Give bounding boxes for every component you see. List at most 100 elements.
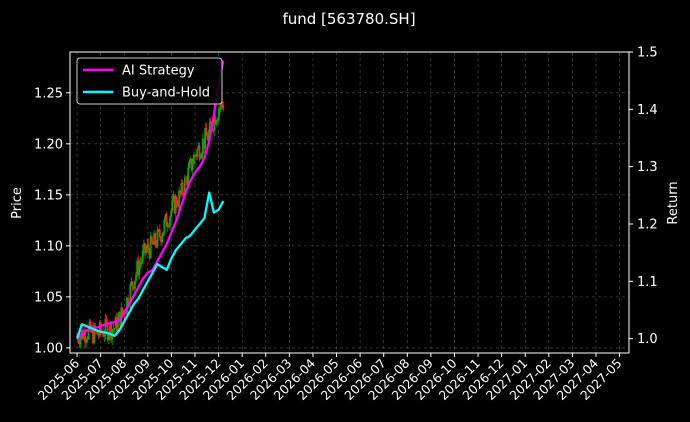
candle <box>216 116 219 122</box>
candle-body <box>200 153 203 158</box>
candle <box>208 118 211 133</box>
candle-body <box>190 158 193 170</box>
candle-body <box>170 210 173 217</box>
y-axis-label-right: Return <box>666 181 681 224</box>
candle-body <box>118 311 120 318</box>
candle <box>169 215 171 231</box>
candle <box>188 159 191 169</box>
legend-label: AI Strategy <box>122 64 195 79</box>
candle-body <box>212 130 215 132</box>
candle <box>199 153 202 160</box>
candle <box>215 119 218 127</box>
candle-body <box>206 136 209 141</box>
candle-body <box>221 101 224 106</box>
candle <box>153 230 156 245</box>
candle-body <box>106 323 109 340</box>
candle-body <box>154 233 157 245</box>
candle-body <box>112 328 115 330</box>
candle <box>138 258 141 280</box>
candle-body <box>188 162 191 169</box>
candle-body <box>173 195 176 214</box>
candle-body <box>150 236 153 243</box>
candle-body <box>187 168 190 186</box>
candle <box>206 132 209 141</box>
candle-body <box>158 229 161 238</box>
candle <box>104 313 107 341</box>
candle <box>110 321 112 343</box>
candle-body <box>181 183 184 194</box>
candle <box>143 239 145 256</box>
candle-body <box>162 231 165 236</box>
candle-body <box>163 219 166 232</box>
candle <box>147 238 150 255</box>
candle <box>132 285 135 291</box>
candle <box>191 158 194 175</box>
candle <box>181 179 184 198</box>
candle-body <box>197 145 200 150</box>
candle <box>141 244 144 265</box>
candle-body <box>132 286 135 290</box>
candle-body <box>127 297 129 306</box>
candle-body <box>129 284 132 305</box>
candle <box>113 327 116 334</box>
candle <box>174 193 177 220</box>
candle-body <box>141 250 144 262</box>
candle <box>178 186 181 209</box>
candle-body <box>133 280 136 290</box>
candle <box>200 151 203 160</box>
candle-body <box>214 116 217 125</box>
candle-body <box>110 323 112 340</box>
candle-body <box>82 331 85 340</box>
candle-body <box>103 335 106 337</box>
candle <box>139 256 142 270</box>
candle <box>167 222 170 229</box>
candle-body <box>160 237 162 243</box>
candle <box>131 280 134 292</box>
legend: AI Strategy Buy-and-Hold <box>76 57 223 105</box>
candle-body <box>171 199 174 211</box>
candle-body <box>144 243 146 254</box>
candle <box>140 257 143 267</box>
candle-body <box>97 334 100 336</box>
candle <box>133 280 136 293</box>
candle-body <box>84 331 86 343</box>
candle-body <box>169 216 171 227</box>
candle <box>189 156 192 164</box>
candle <box>172 190 175 203</box>
candle-body <box>121 307 124 313</box>
candle-body <box>183 178 186 196</box>
candle-body <box>195 154 198 157</box>
candle-body <box>174 197 177 214</box>
candle-body <box>88 321 91 329</box>
candle-body <box>207 131 210 141</box>
candle-body <box>137 260 140 276</box>
candle <box>165 211 168 227</box>
candle-body <box>92 327 94 344</box>
candle <box>144 242 146 260</box>
candle-body <box>104 319 107 336</box>
candle <box>179 190 182 199</box>
candle-body <box>149 236 152 259</box>
candle <box>214 114 217 125</box>
candle-body <box>116 317 119 332</box>
candle <box>166 221 169 232</box>
candle <box>149 232 152 259</box>
candle <box>192 151 195 165</box>
candle <box>136 257 139 278</box>
candle <box>130 277 133 287</box>
tick-label-right: 1.2 <box>637 218 658 233</box>
candle <box>212 128 215 134</box>
candle-body <box>96 330 99 335</box>
candle-body <box>213 116 216 131</box>
tick-label-right: 1.4 <box>637 103 658 118</box>
candle-body <box>130 281 133 285</box>
series-lines <box>76 60 225 340</box>
legend-box <box>76 57 223 105</box>
candle <box>171 193 174 214</box>
candle-body <box>115 317 118 332</box>
candle-body <box>179 190 182 194</box>
candle <box>160 236 162 246</box>
candle <box>92 321 94 345</box>
candle-body <box>178 190 181 207</box>
candle-body <box>208 121 211 132</box>
